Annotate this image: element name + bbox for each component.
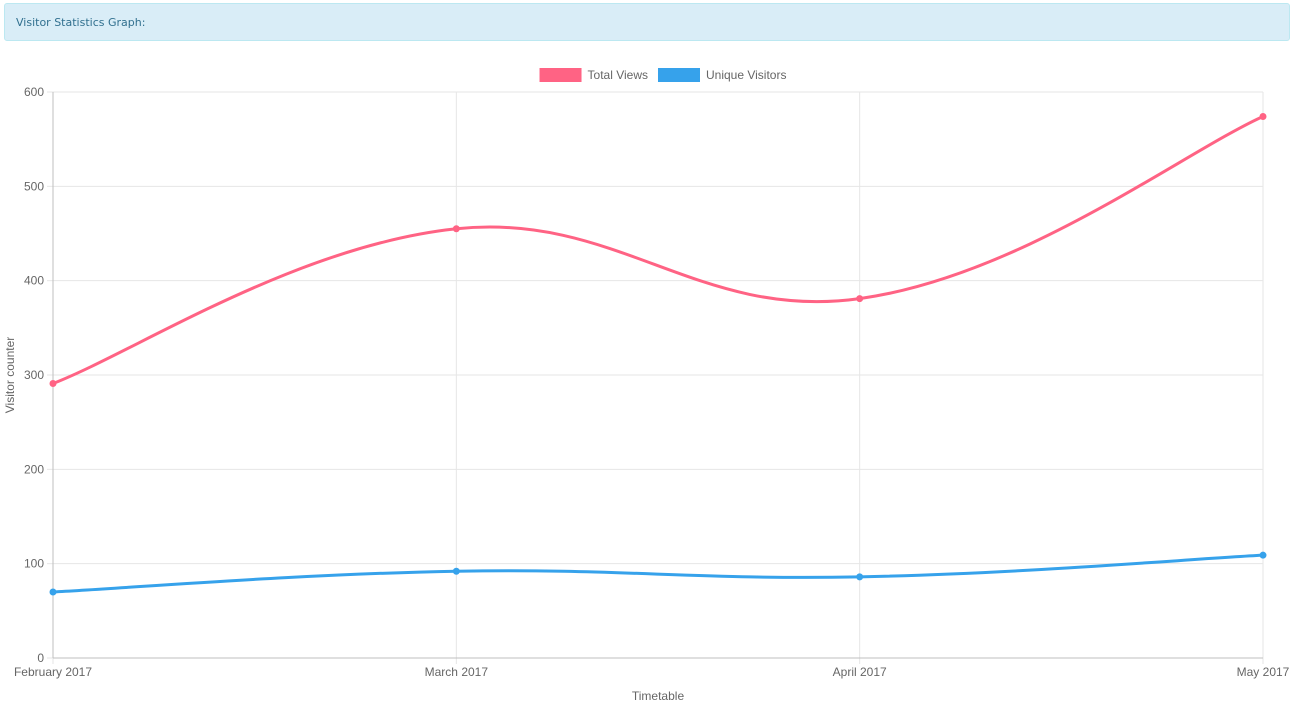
panel-title: Visitor Statistics Graph: [16,16,146,29]
x-axis-title: Timetable [632,689,685,703]
total-views-point[interactable] [856,295,864,303]
total-views-line [52,115,1264,385]
total-views-point[interactable] [1259,113,1267,121]
y-tick-label: 0 [37,651,44,665]
x-tick-label: May 2017 [1237,665,1290,679]
unique-visitors-point[interactable] [1259,551,1267,559]
unique-visitors-point[interactable] [49,588,57,596]
y-axis-title: Visitor counter [3,337,17,413]
y-tick-label: 500 [24,179,44,193]
x-tick-label: April 2017 [833,665,887,679]
legend-swatch [657,68,700,82]
y-tick-label: 400 [24,274,44,288]
panel-header: Visitor Statistics Graph: [4,3,1290,41]
unique-visitors-line [52,553,1264,594]
y-tick-label: 600 [24,85,44,99]
total-views-point[interactable] [49,379,57,387]
x-tick-label: February 2017 [14,665,92,679]
legend-label: Unique Visitors [706,68,786,82]
legend-item-total-views[interactable]: Total Views [539,68,648,82]
legend[interactable]: Total Views Unique Visitors [539,68,787,82]
grid [47,91,1264,664]
total-views-point[interactable] [452,225,460,233]
legend-label: Total Views [588,68,648,82]
x-tick-label: March 2017 [425,665,489,679]
unique-visitors-point[interactable] [452,567,460,575]
series-group [49,113,1267,596]
y-tick-label: 100 [24,557,44,571]
y-tick-labels: 0 100 200 300 400 500 600 [24,85,44,665]
x-tick-labels: February 2017 March 2017 April 2017 May 201… [14,665,1290,679]
legend-item-unique-visitors[interactable]: Unique Visitors [657,68,786,82]
legend-swatch [539,68,582,82]
axes [52,92,1263,659]
y-tick-label: 300 [24,368,44,382]
unique-visitors-point[interactable] [856,573,864,581]
y-tick-label: 200 [24,462,44,476]
